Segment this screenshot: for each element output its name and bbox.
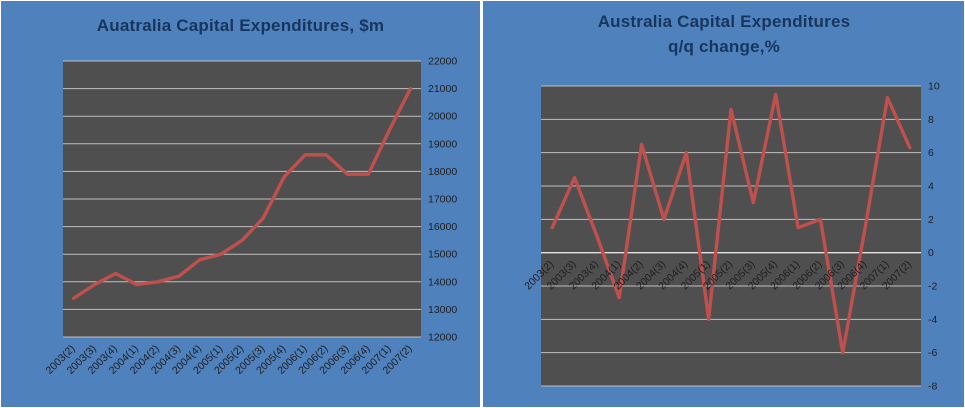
qq-change-chart-title-line1: Australia Capital Expenditures bbox=[597, 12, 851, 31]
qq-change-chart-title-line2: q/q change,% bbox=[668, 37, 780, 56]
y-axis-tick-label: 20000 bbox=[428, 111, 457, 123]
series-line bbox=[71, 86, 413, 301]
y-axis-tick-label: 17000 bbox=[428, 194, 457, 206]
y-axis-tick-label: 4 bbox=[928, 181, 934, 193]
y-axis-tick-label: 12000 bbox=[428, 332, 457, 344]
y-axis-tick-label: 16000 bbox=[428, 221, 457, 233]
y-axis-tick-label: 0 bbox=[928, 247, 934, 259]
qq-change-chart-title: Australia Capital Expenditures q/q chang… bbox=[483, 9, 964, 59]
y-axis-tick-label: 18000 bbox=[428, 166, 457, 178]
qq-change-chart-panel: Australia Capital Expenditures q/q chang… bbox=[483, 1, 964, 407]
levels-chart-panel: Auatralia Capital Expenditures, $m 12000… bbox=[1, 1, 480, 407]
y-axis-tick-label: 15000 bbox=[428, 249, 457, 261]
y-axis-tick-label: 14000 bbox=[428, 276, 457, 288]
y-axis-tick-label: 8 bbox=[928, 114, 934, 126]
y-axis-tick-label: 22000 bbox=[428, 56, 457, 68]
plot-area bbox=[541, 86, 921, 386]
y-axis-tick-label: 21000 bbox=[428, 83, 457, 95]
levels-chart: 12000 13000 14000 15000 16000 17000 18000 19000… bbox=[44, 56, 458, 377]
y-axis-tick-label: 2 bbox=[928, 214, 934, 226]
levels-chart-title-text: Auatralia Capital Expenditures, $m bbox=[96, 16, 385, 35]
y-axis-tick-label: 10 bbox=[928, 81, 940, 93]
y-axis-tick-label: 19000 bbox=[428, 138, 457, 150]
y-axis-tick-label: -8 bbox=[928, 381, 937, 393]
panel-divider bbox=[480, 1, 483, 407]
y-axis-tick-label: -6 bbox=[928, 347, 937, 359]
levels-chart-title: Auatralia Capital Expenditures, $m bbox=[1, 13, 480, 38]
y-axis-tick-label: 6 bbox=[928, 147, 934, 159]
y-axis-tick-label: -2 bbox=[928, 281, 937, 293]
qq-change-chart: -8-6-4-202468102003(2)2003(3)2003(4)2004… bbox=[522, 81, 940, 393]
y-axis-tick-label: 13000 bbox=[428, 304, 457, 316]
y-axis-tick-label: -4 bbox=[928, 314, 937, 326]
series-line bbox=[550, 92, 912, 355]
